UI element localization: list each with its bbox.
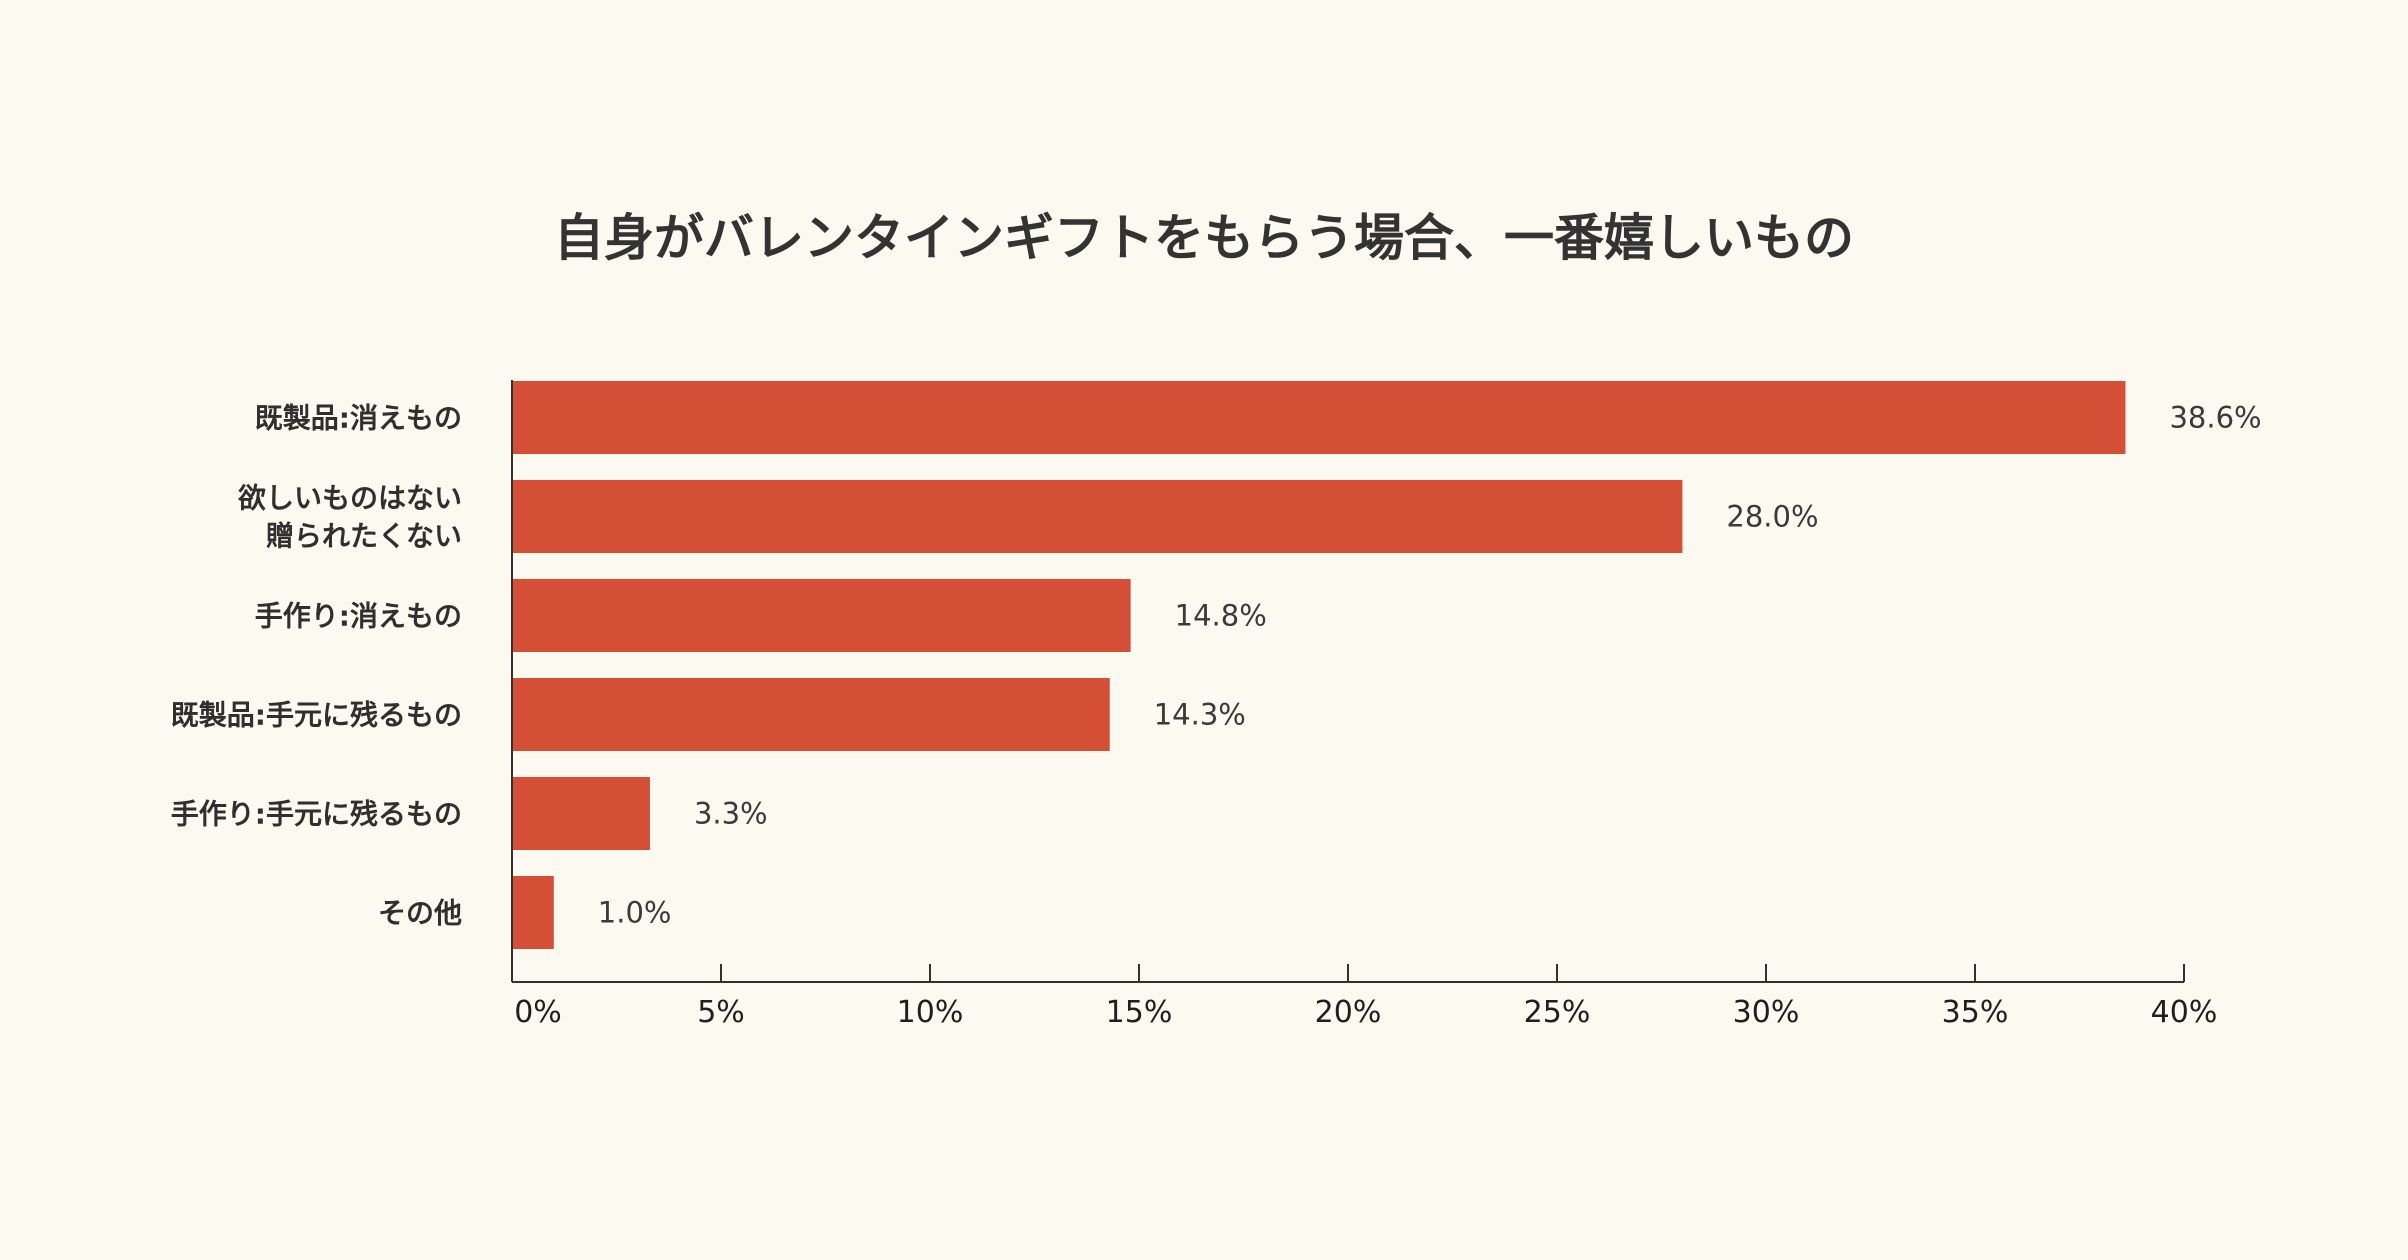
- bar-0: [512, 381, 2126, 454]
- x-tick-label-6: 30%: [1733, 995, 1800, 1030]
- value-label-4: 3.3%: [694, 797, 768, 831]
- category-label-1-line-1: 贈られたくない: [266, 520, 462, 553]
- category-label-0: 既製品:消えもの: [255, 402, 462, 435]
- x-tick-label-7: 35%: [1942, 995, 2009, 1030]
- x-tick-label-0: 0%: [514, 995, 562, 1030]
- bar-5: [512, 876, 554, 949]
- axis-layer: 0% 5% 10% 15% 20% 25% 30% 35% 40%: [511, 380, 2218, 1030]
- category-label-2: 手作り:消えもの: [255, 600, 462, 633]
- value-label-3: 14.3%: [1154, 698, 1246, 732]
- x-tick-label-4: 20%: [1315, 995, 1382, 1030]
- bar-1: [512, 480, 1683, 553]
- x-tick-label-3: 15%: [1106, 995, 1173, 1030]
- x-tick-label-8: 40%: [2151, 995, 2218, 1030]
- value-label-2: 14.8%: [1175, 599, 1267, 633]
- x-tick-label-1: 5%: [697, 995, 745, 1030]
- bar-2: [512, 579, 1131, 652]
- category-label-1-line-0: 欲しいものはない: [237, 482, 462, 515]
- category-label-4: 手作り:手元に残るもの: [171, 798, 462, 831]
- value-label-0: 38.6%: [2169, 401, 2261, 435]
- x-tick-label-5: 25%: [1524, 995, 1591, 1030]
- category-label-3: 既製品:手元に残るもの: [171, 699, 462, 732]
- chart-title: 自身がバレンタインギフトをもらう場合、一番嬉しいもの: [554, 209, 1854, 267]
- bars-layer: [512, 381, 2126, 949]
- value-label-5: 1.0%: [598, 896, 672, 930]
- value-label-1: 28.0%: [1726, 500, 1818, 534]
- category-label-5: その他: [378, 897, 462, 930]
- bar-4: [512, 777, 650, 850]
- x-tick-label-2: 10%: [897, 995, 964, 1030]
- bar-3: [512, 678, 1110, 751]
